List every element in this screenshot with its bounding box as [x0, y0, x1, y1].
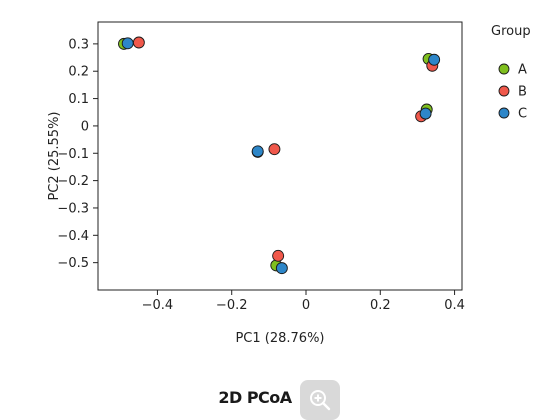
- chart-caption: 2D PCoA: [218, 388, 292, 407]
- legend-label-b[interactable]: B: [518, 85, 527, 100]
- data-point-c: [419, 107, 432, 120]
- data-point-c: [121, 37, 134, 50]
- pcoa-scatter-chart: −0.4 −0.2 0 0.2 0.4 0.3 0.2 0.1 0 −0.1 −0.2 −0.3 −0…: [47, 21, 531, 346]
- legend-marker-a[interactable]: [498, 63, 510, 75]
- y-axis-ticks: 0.3 0.2 0.1 0 −0.1 −0.2 −0.3 −0.4 −0.5: [57, 37, 98, 271]
- y-tick-label: −0.5: [57, 256, 89, 271]
- data-point-b: [272, 249, 285, 262]
- legend[interactable]: Group ABC: [491, 24, 531, 122]
- zoom-in-icon: [310, 390, 331, 411]
- x-tick-label: 0.2: [370, 298, 391, 313]
- y-axis-title: PC2 (25.55%): [47, 111, 62, 200]
- x-axis-ticks: −0.4 −0.2 0 0.2 0.4: [142, 290, 465, 313]
- chart-footer: 2D PCoA: [0, 378, 560, 420]
- x-tick-label: 0: [302, 298, 310, 313]
- x-tick-label: −0.2: [216, 298, 248, 313]
- data-point-c: [428, 53, 441, 66]
- x-tick-label: 0.4: [444, 298, 465, 313]
- legend-label-c[interactable]: C: [518, 107, 527, 122]
- y-tick-label: 0.1: [68, 92, 89, 107]
- plot-area-frame: [97, 21, 463, 291]
- y-tick-label: 0: [81, 119, 89, 134]
- data-points: [118, 36, 441, 275]
- y-tick-label: −0.3: [57, 201, 89, 216]
- zoom-in-button[interactable]: [300, 380, 340, 420]
- data-point-c: [275, 262, 288, 275]
- legend-marker-b[interactable]: [498, 85, 510, 97]
- legend-label-a[interactable]: A: [518, 63, 527, 78]
- y-tick-label: −0.1: [57, 147, 89, 162]
- x-axis-title: PC1 (28.76%): [235, 331, 324, 346]
- legend-marker-c[interactable]: [498, 107, 510, 119]
- data-point-c: [251, 145, 264, 158]
- x-tick-label: −0.4: [142, 298, 174, 313]
- data-point-b: [268, 143, 281, 156]
- y-tick-label: 0.2: [68, 65, 89, 80]
- legend-title: Group: [491, 24, 531, 39]
- data-point-b: [132, 36, 145, 49]
- y-tick-label: −0.4: [57, 229, 89, 244]
- y-tick-label: −0.2: [57, 174, 89, 189]
- y-tick-label: 0.3: [68, 37, 89, 52]
